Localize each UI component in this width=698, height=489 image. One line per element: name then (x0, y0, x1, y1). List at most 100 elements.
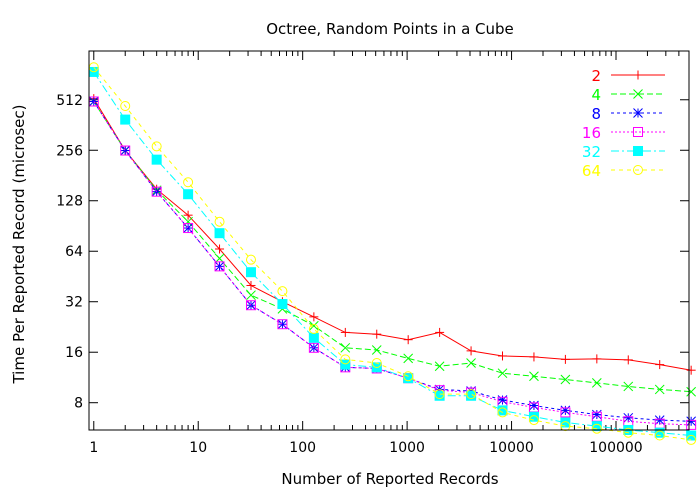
data-point-64 (120, 100, 131, 111)
data-point-64 (371, 357, 382, 368)
data-point-8 (529, 400, 539, 411)
y-tick-label: 64 (65, 244, 83, 260)
y-tick-label: 512 (56, 93, 83, 109)
data-point-64 (623, 427, 634, 438)
data-point-2 (498, 351, 508, 361)
data-point-64 (403, 371, 414, 382)
data-point-16 (686, 419, 697, 430)
legend-marker-32 (633, 146, 643, 156)
series-line-4 (93, 101, 692, 393)
data-point-64 (308, 324, 319, 335)
data-point-32 (654, 427, 665, 438)
data-point-32 (591, 421, 602, 432)
legend-label-4: 4 (591, 86, 601, 104)
data-point-2 (623, 355, 633, 365)
data-point-64 (245, 254, 256, 265)
x-tick-label: 10 (189, 440, 207, 456)
data-point-4 (560, 374, 571, 385)
data-point-8 (88, 96, 99, 107)
data-point-4 (371, 345, 382, 355)
data-point-64 (591, 423, 602, 434)
data-point-4 (591, 378, 602, 388)
data-point-8 (151, 186, 162, 197)
x-tick-label: 1000 (389, 440, 425, 456)
data-point-64 (277, 286, 288, 297)
data-point-2 (183, 210, 193, 220)
data-point-16 (245, 300, 256, 311)
x-tick-label: 10000 (489, 440, 534, 456)
data-point-64 (434, 389, 445, 400)
data-point-16 (308, 342, 319, 353)
data-point-8 (120, 145, 131, 156)
data-point-16 (151, 186, 162, 197)
data-point-4 (340, 342, 351, 353)
data-point-32 (528, 411, 539, 422)
data-point-4 (309, 320, 319, 331)
data-point-2 (592, 354, 602, 364)
data-point-8 (214, 261, 225, 272)
data-point-8 (560, 405, 571, 416)
data-point-2 (655, 360, 665, 370)
data-point-64 (214, 216, 225, 227)
data-point-4 (654, 384, 665, 395)
data-point-4 (246, 290, 256, 301)
data-point-64 (466, 389, 477, 400)
data-point-64 (497, 407, 508, 418)
legend-marker-8 (633, 108, 643, 118)
data-point-64 (183, 177, 194, 188)
data-point-64 (654, 430, 665, 441)
y-tick-label: 32 (65, 295, 83, 311)
data-point-64 (528, 415, 539, 426)
data-point-16 (120, 145, 131, 156)
x-axis-title: Number of Reported Records (281, 470, 498, 488)
legend-label-64: 64 (582, 162, 601, 180)
data-point-32 (245, 267, 256, 278)
data-point-32 (214, 228, 225, 239)
series-line-2 (93, 98, 692, 371)
legend-marker-16 (633, 127, 643, 137)
data-point-16 (277, 319, 288, 330)
data-point-64 (340, 354, 351, 365)
y-axis-title: Time Per Reported Record (microsec) (10, 104, 28, 384)
data-point-4 (497, 368, 508, 379)
legend-marker-2 (633, 70, 643, 80)
data-point-2 (309, 312, 319, 322)
y-tick-label: 128 (56, 194, 83, 210)
plot-frame (88, 50, 690, 431)
y-tick-label: 256 (56, 143, 83, 159)
data-point-32 (560, 417, 571, 428)
series-line-64 (93, 66, 692, 441)
data-point-2 (466, 346, 476, 356)
data-point-4 (623, 381, 634, 392)
data-point-4 (686, 386, 697, 397)
data-point-32 (308, 332, 319, 343)
x-tick-label: 100000 (589, 440, 642, 456)
data-point-2 (435, 327, 445, 337)
data-point-2 (215, 244, 225, 254)
x-tick-label: 100 (289, 440, 316, 456)
legend-label-8: 8 (591, 105, 601, 123)
legend-marker-4 (633, 89, 643, 99)
data-point-32 (277, 299, 288, 310)
data-point-4 (403, 353, 414, 364)
data-point-2 (372, 329, 382, 339)
x-tick-label: 1 (89, 440, 98, 456)
series-line-32 (93, 71, 692, 436)
data-point-64 (560, 421, 571, 432)
data-point-4 (529, 371, 539, 382)
legend-marker-64 (633, 165, 643, 175)
legend-label-32: 32 (582, 143, 601, 161)
data-point-2 (686, 365, 696, 375)
data-point-8 (277, 319, 288, 330)
data-point-4 (434, 361, 445, 372)
data-point-32 (120, 114, 131, 125)
data-point-32 (151, 154, 162, 165)
chart-title: Octree, Random Points in a Cube (266, 20, 514, 38)
data-point-32 (497, 405, 508, 416)
data-point-32 (183, 189, 194, 200)
data-point-64 (151, 141, 162, 152)
data-point-2 (403, 335, 413, 345)
data-point-64 (686, 434, 697, 445)
data-point-8 (686, 416, 697, 427)
